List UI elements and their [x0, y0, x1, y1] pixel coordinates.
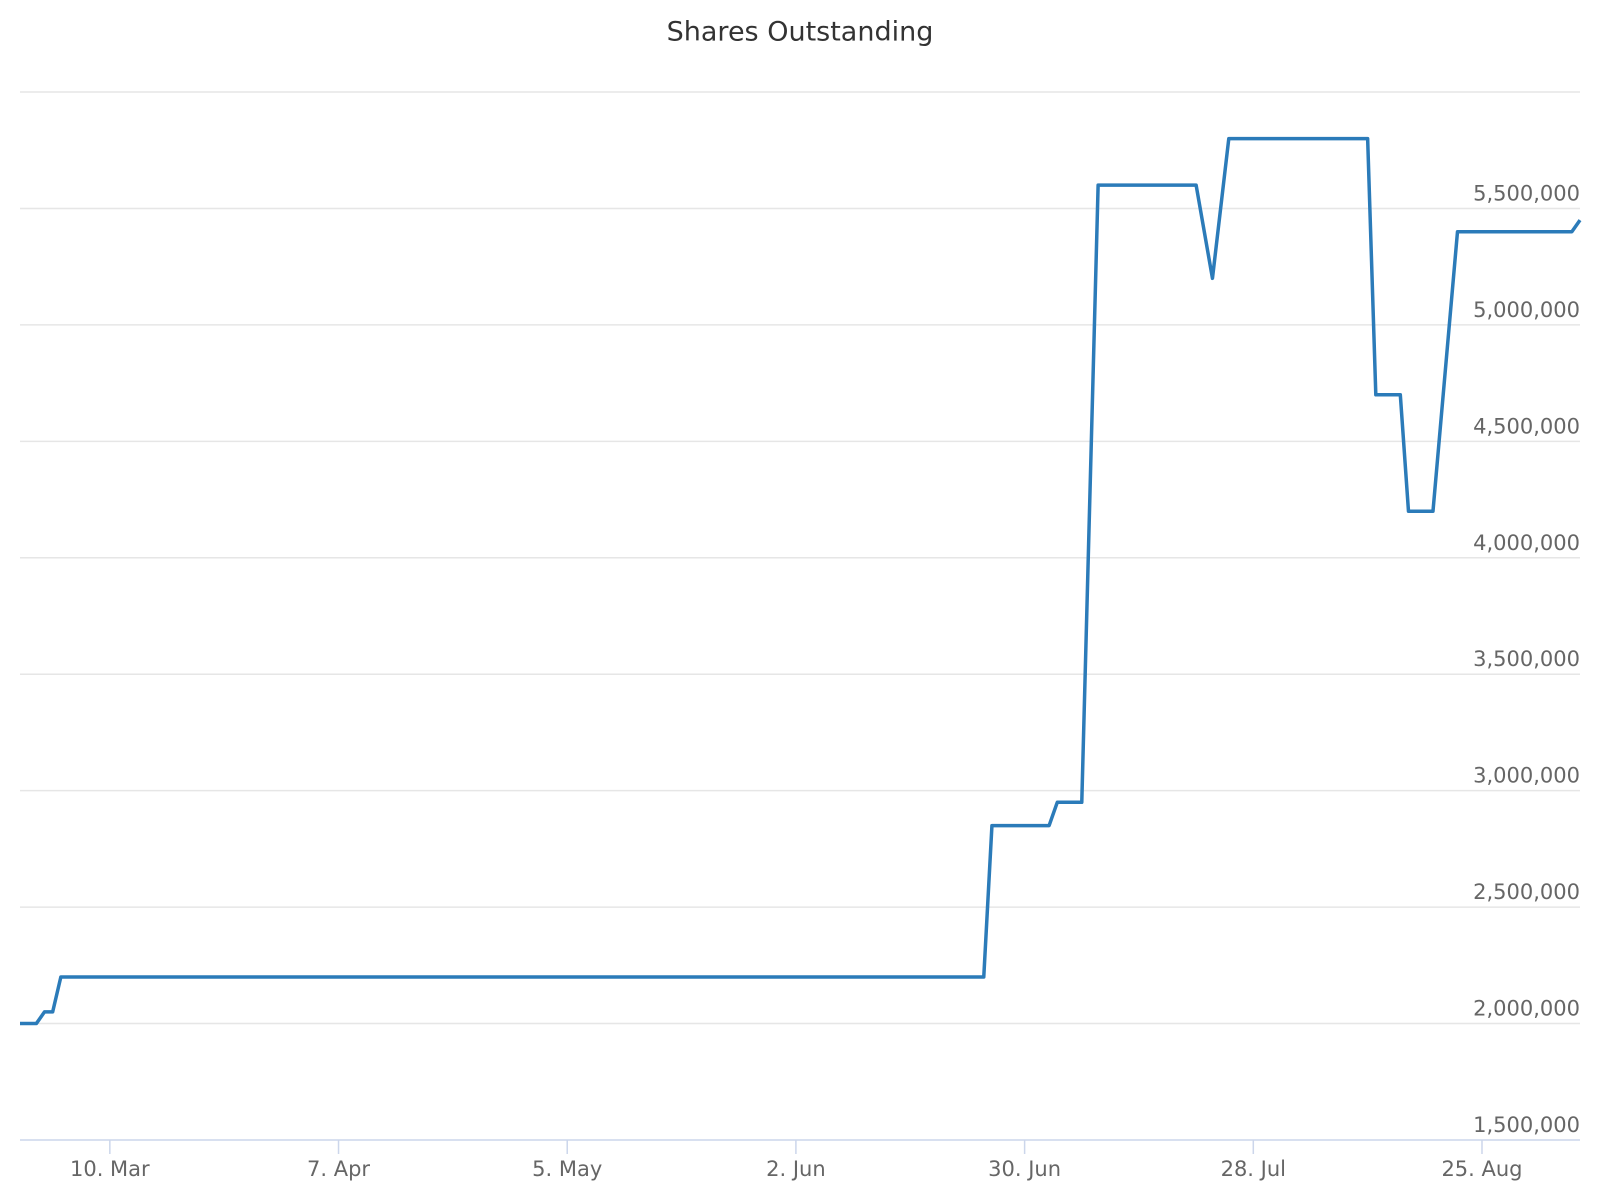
y-tick-label: 3,500,000: [1473, 647, 1580, 671]
x-tick-label: 5. May: [532, 1157, 602, 1181]
y-tick-label: 4,500,000: [1473, 414, 1580, 438]
x-tick-label: 25. Aug: [1441, 1157, 1522, 1181]
x-tick-label: 2. Jun: [766, 1157, 826, 1181]
line-series: [20, 136, 1582, 1026]
y-tick-label: 3,000,000: [1473, 764, 1580, 788]
y-tick-label: 5,000,000: [1473, 298, 1580, 322]
x-tick-label: 30. Jun: [988, 1157, 1061, 1181]
y-tick-label: 2,000,000: [1473, 997, 1580, 1021]
y-tick-label: 5,500,000: [1473, 181, 1580, 205]
y-tick-label: 2,500,000: [1473, 880, 1580, 904]
x-tick-label: 10. Mar: [70, 1157, 150, 1181]
x-tick-label: 28. Jul: [1221, 1157, 1286, 1181]
x-tick-label: 7. Apr: [307, 1157, 370, 1181]
y-tick-label: 1,500,000: [1473, 1113, 1580, 1137]
y-tick-label: 4,000,000: [1473, 531, 1580, 555]
chart-title: Shares Outstanding: [667, 17, 934, 48]
